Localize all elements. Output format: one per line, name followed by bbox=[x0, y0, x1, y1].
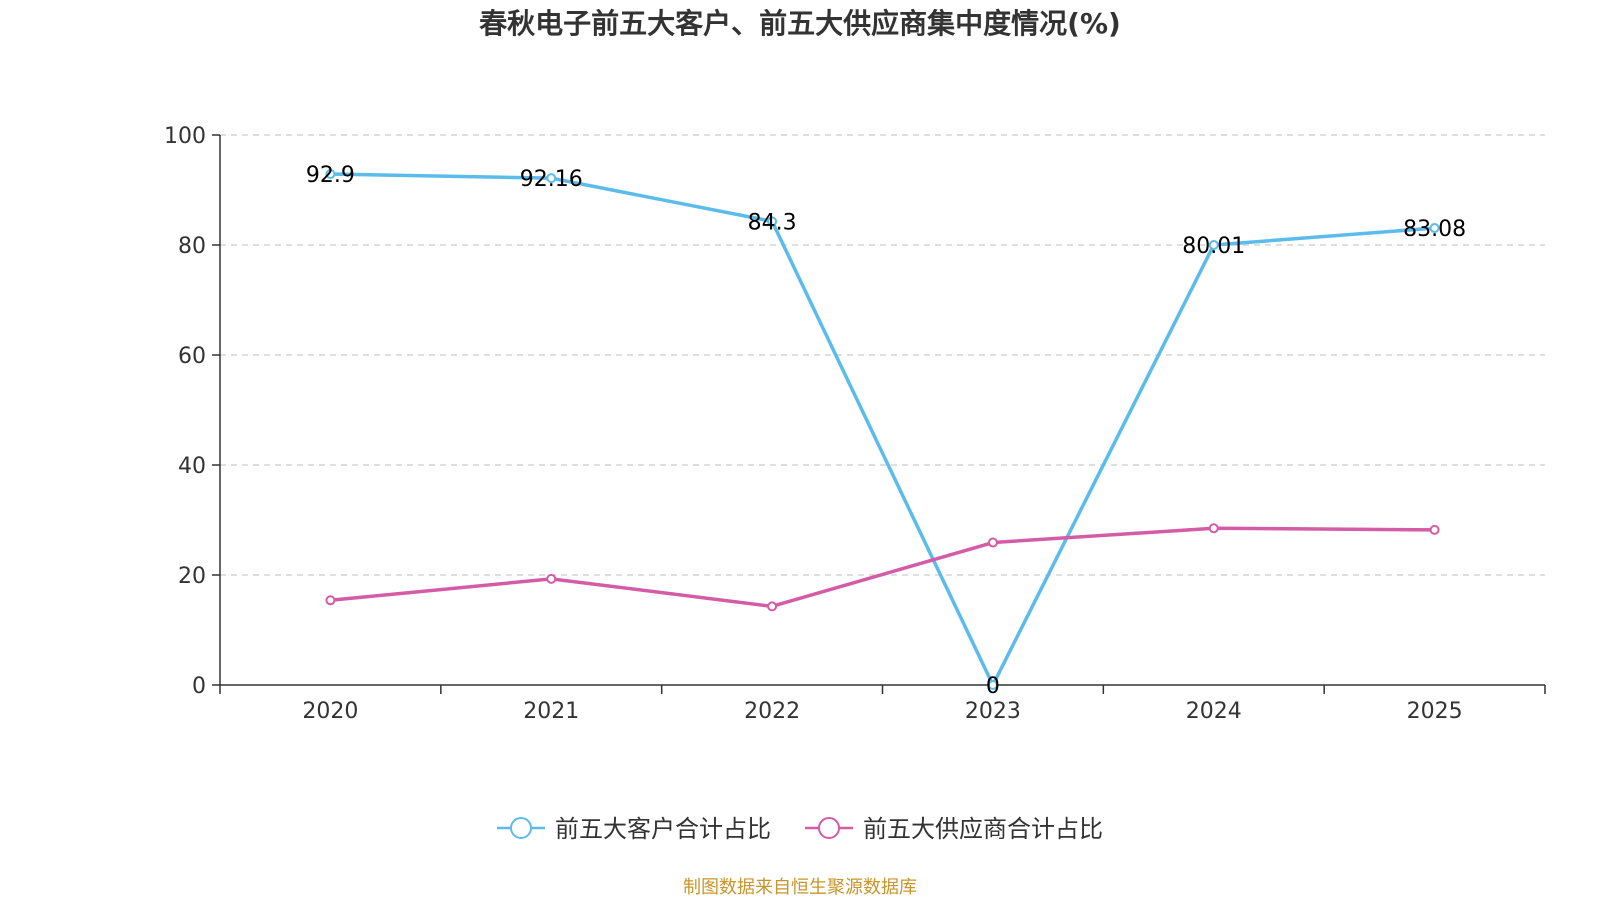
data-labels: 92.9 92.16 84.3 0 80.01 83.08 bbox=[306, 163, 1466, 699]
x-tick-label-2020: 2020 bbox=[302, 699, 358, 724]
legend-label: 前五大客户合计占比 bbox=[555, 815, 771, 843]
y-tick-label: 20 bbox=[178, 564, 206, 589]
legend-marker-icon bbox=[818, 817, 840, 839]
axes: 0 20 40 60 80 100 2020 2021 2022 2023 2024 2025 bbox=[164, 124, 1546, 724]
y-tick-label: 100 bbox=[164, 124, 206, 149]
x-tick-label-2022: 2022 bbox=[744, 699, 800, 724]
x-tick-label-2021: 2021 bbox=[523, 699, 579, 724]
data-label: 92.9 bbox=[306, 163, 355, 188]
x-tick-label-2025: 2025 bbox=[1407, 699, 1463, 724]
data-point[interactable] bbox=[325, 169, 336, 180]
gridlines bbox=[220, 134, 1545, 576]
series bbox=[325, 169, 1440, 690]
legend[interactable]: 前五大客户合计占比 前五大供应商合计占比 bbox=[497, 815, 1103, 843]
x-tick-label-2024: 2024 bbox=[1186, 699, 1242, 724]
data-point[interactable] bbox=[546, 573, 557, 584]
data-point[interactable] bbox=[767, 601, 778, 612]
data-point[interactable] bbox=[546, 173, 557, 184]
chart-title: 春秋电子前五大客户、前五大供应商集中度情况(%) bbox=[479, 7, 1121, 40]
data-label: 84.3 bbox=[748, 210, 797, 235]
legend-marker-icon bbox=[510, 817, 532, 839]
y-tick-label: 40 bbox=[178, 454, 206, 479]
y-tick-label: 80 bbox=[178, 234, 206, 259]
data-point[interactable] bbox=[325, 595, 336, 606]
data-point[interactable] bbox=[767, 216, 778, 227]
data-label: 80.01 bbox=[1182, 234, 1245, 259]
data-label: 92.16 bbox=[520, 167, 583, 192]
data-point[interactable] bbox=[1208, 523, 1219, 534]
y-tick-label: 60 bbox=[178, 344, 206, 369]
data-point[interactable] bbox=[987, 680, 998, 690]
y-tick-label: 0 bbox=[192, 674, 206, 699]
legend-item-1[interactable]: 前五大供应商合计占比 bbox=[805, 815, 1103, 843]
data-point[interactable] bbox=[1208, 239, 1219, 250]
series-line-0 bbox=[330, 172, 1435, 687]
legend-item-0[interactable]: 前五大客户合计占比 bbox=[497, 815, 771, 843]
x-tick-label-2023: 2023 bbox=[965, 699, 1021, 724]
data-point[interactable] bbox=[1429, 223, 1440, 234]
source-note: 制图数据来自恒生聚源数据库 bbox=[683, 877, 917, 898]
series-line-1 bbox=[330, 526, 1435, 609]
data-point[interactable] bbox=[1429, 524, 1440, 535]
data-label: 83.08 bbox=[1403, 217, 1466, 242]
data-label: 0 bbox=[986, 674, 1000, 699]
data-point[interactable] bbox=[987, 537, 998, 548]
legend-label: 前五大供应商合计占比 bbox=[863, 815, 1103, 843]
